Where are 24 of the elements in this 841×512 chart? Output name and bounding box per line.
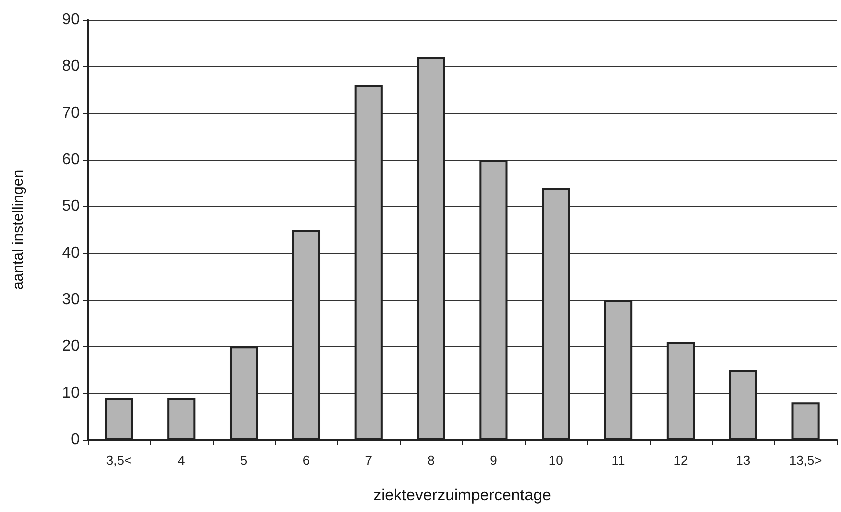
x-tick-label: 7: [365, 453, 372, 468]
y-tick-label: 90: [62, 12, 80, 28]
x-tick-label: 5: [240, 453, 248, 468]
x-tick-label: 13,5>: [789, 453, 822, 468]
x-tick-label: 9: [490, 453, 498, 468]
y-tick-label: 20: [62, 338, 80, 356]
y-tick-label: 50: [62, 198, 80, 216]
x-tick-label: 4: [178, 453, 186, 468]
y-tick-label: 10: [62, 384, 80, 402]
x-tick-label: 8: [428, 453, 435, 468]
y-tick-label: 0: [71, 432, 80, 448]
y-axis-title: aantal instellingen: [10, 170, 27, 290]
y-tick-label: 80: [62, 58, 80, 76]
y-tick-label: 30: [62, 292, 80, 308]
x-tick-label: 12: [674, 453, 688, 468]
y-tick-label: 60: [62, 152, 80, 168]
x-tick-label: 13: [736, 453, 751, 468]
x-tick-label: 11: [612, 453, 626, 468]
x-tick-label: 10: [548, 453, 564, 468]
x-axis-title: ziekteverzuimpercentage: [374, 488, 552, 504]
y-tick-label: 40: [62, 244, 80, 262]
y-tick-label: 70: [62, 104, 80, 122]
x-tick-label: 3,5<: [106, 453, 132, 468]
x-tick-label: 6: [302, 453, 310, 468]
